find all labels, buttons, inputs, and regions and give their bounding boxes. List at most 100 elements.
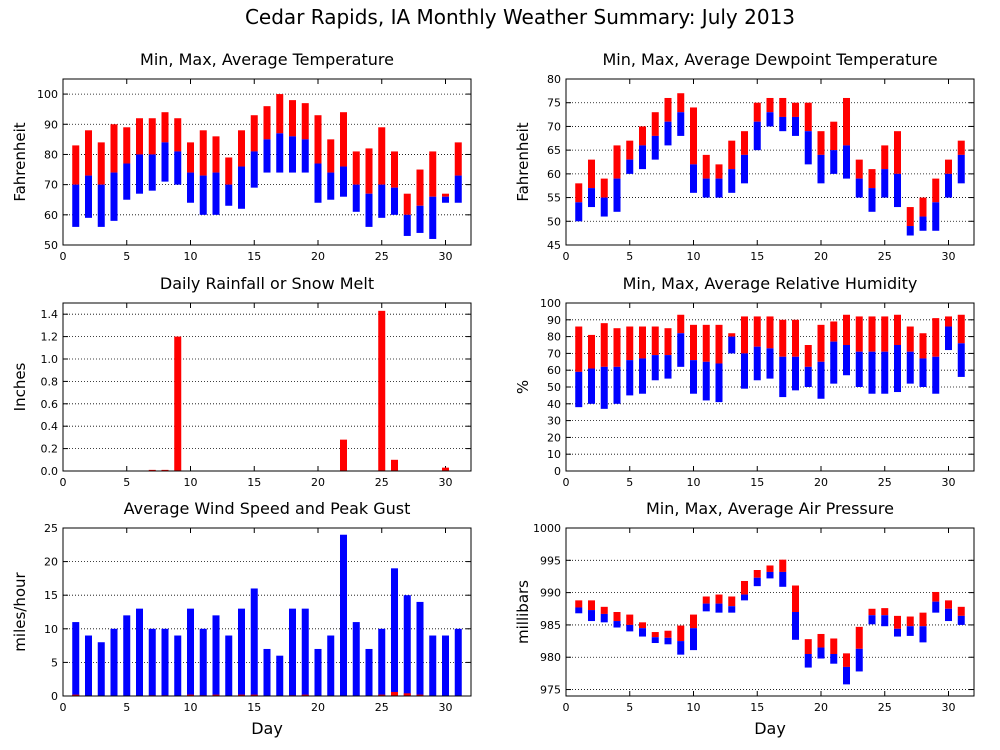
bar-max-to-avg [932,591,940,602]
bar-max-to-avg [677,93,685,113]
bar-avg-to-min [212,172,220,215]
x-tick-label: 30 [942,476,956,489]
bar-max-to-avg [766,565,774,572]
bar-avg-to-min [664,637,672,645]
bar-max-to-avg [626,326,634,361]
bar-avg-wind [174,635,182,696]
y-axis-label: millibars [514,580,532,644]
bar-max-to-avg [651,632,659,638]
x-tick-label: 5 [626,701,633,714]
bar-avg-to-min [626,624,634,632]
plot-frame [62,302,472,472]
y-tick-label: 55 [547,192,561,205]
bar-max-to-avg [339,112,348,167]
bar-max-to-avg [689,614,698,629]
bar-rainfall [148,469,156,471]
x-tick-label: 25 [878,250,892,263]
bar-avg-to-min [689,164,698,193]
bar-rainfall [161,469,169,471]
bar-avg-to-min [225,184,233,206]
bar-avg-to-min [753,121,761,151]
bar-max-to-avg [893,131,902,174]
bar-avg-to-min [944,326,953,351]
bar-avg-to-min [906,351,914,384]
bar-gust [378,694,386,696]
bar-avg-to-min [881,169,889,198]
bar-max-to-avg [791,585,800,612]
x-tick-label: 30 [439,476,453,489]
y-tick-label: 1.4 [41,308,59,321]
bar-avg-to-min [301,139,309,173]
bar-max-to-avg [715,594,723,604]
bar-avg-wind [276,655,284,696]
y-tick-label: 50 [547,381,561,394]
y-tick-label: 50 [547,215,561,228]
chart-humidity: Min, Max, Average Relative Humidity 0 10 20… [514,274,975,489]
bar-max-to-avg [753,570,761,578]
x-tick-label: 20 [311,476,325,489]
bar-avg-to-min [600,613,608,623]
x-tick-label: 5 [626,476,633,489]
bar-avg-to-min [919,216,927,231]
bar-max-to-avg [881,145,889,170]
y-tick-label: 80 [44,148,58,161]
bar-max-to-avg [868,169,876,189]
bar-max-to-avg [600,323,608,367]
bar-avg-to-min [327,172,335,200]
bar-avg-to-min [600,197,608,217]
bar-max-to-avg [855,159,863,179]
bar-max-to-avg [613,612,621,622]
bar-max-to-avg [919,197,927,217]
bar-avg-to-min [237,166,246,209]
x-tick-label: 5 [626,250,633,263]
bar-avg-wind [97,642,105,696]
bar-avg-wind [237,608,246,696]
bar-avg-to-min [817,154,825,184]
x-tick-label: 0 [563,250,570,263]
bar-avg-to-min [881,351,889,394]
x-tick-label: 20 [311,701,325,714]
x-tick-label: 25 [375,476,389,489]
bar-avg-to-min [830,150,838,174]
bar-avg-to-min [174,151,182,185]
bar-max-to-avg [212,136,220,173]
bar-max-to-avg [932,318,940,357]
x-tick-label: 10 [184,476,198,489]
bar-max-to-avg [779,319,787,357]
bar-max-to-avg [390,151,399,188]
bar-max-to-avg [855,316,863,352]
bar-max-to-avg [626,140,634,160]
bar-max-to-avg [957,140,965,155]
bar-max-to-avg [804,102,812,132]
bar-avg-wind [250,588,258,696]
bar-max-to-avg [575,326,583,372]
bar-avg-to-min [403,214,411,236]
bar-avg-wind [454,628,462,696]
bar-avg-to-min [830,341,838,384]
y-tick-label: 0.8 [41,375,59,388]
bar-avg-to-min [626,159,634,174]
x-tick-label: 25 [878,701,892,714]
bar-max-to-avg [957,314,965,344]
y-tick-label: 100 [540,297,561,310]
bar-max-to-avg [830,121,838,151]
bar-avg-to-min [715,363,723,403]
bar-max-to-avg [842,653,851,667]
bar-avg-wind [161,628,169,696]
bar-avg-to-min [779,116,787,132]
bar-max-to-avg [702,154,710,179]
bar-avg-to-min [123,163,131,200]
chart-dewpoint: Min, Max, Average Dewpoint Temperature 45… [514,50,975,263]
y-tick-label: 995 [540,554,561,567]
bar-avg-to-min [441,196,450,203]
y-axis-label: miles/hour [11,571,29,651]
bar-avg-to-min [779,571,787,587]
bar-avg-to-min [932,601,940,613]
bar-avg-wind [186,608,195,696]
x-tick-label: 0 [563,701,570,714]
bar-avg-to-min [893,173,902,208]
bar-avg-to-min [817,361,825,399]
bar-max-to-avg [416,169,424,206]
bar-avg-to-min [919,626,927,643]
